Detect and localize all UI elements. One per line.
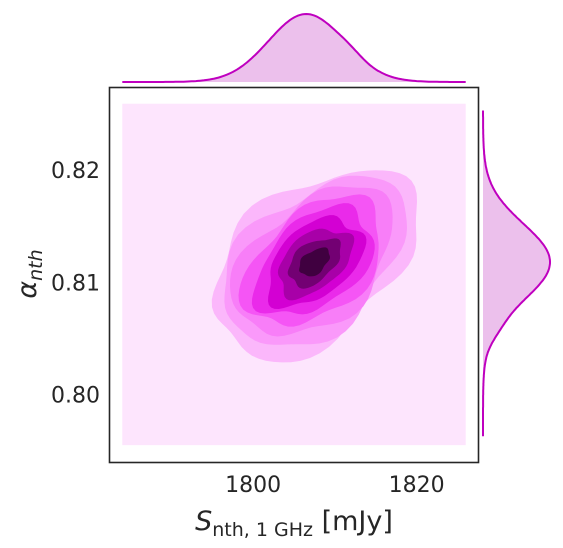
- right-marginal-kde: [482, 110, 551, 437]
- joint-kde-contours: [122, 103, 466, 446]
- x-axis-subscript: nth, 1 GHz: [212, 519, 313, 541]
- x-axis-label: Snth, 1 GHz [mJy]: [195, 506, 393, 541]
- x-tick-labels: 1800 1820: [225, 473, 445, 498]
- x-marginal-line: [122, 12, 466, 83]
- y-axis-symbol: α: [12, 281, 43, 299]
- top-marginal-kde: [122, 12, 466, 83]
- y-tick-label: 0.81: [51, 271, 100, 296]
- x-tick-label: 1820: [389, 473, 445, 498]
- y-marginal-fill: [483, 110, 550, 437]
- y-tick-label: 0.80: [51, 384, 100, 409]
- x-axis-symbol: S: [195, 506, 212, 537]
- y-tick-labels: 0.80 0.81 0.82: [51, 159, 100, 409]
- y-marginal-line: [482, 110, 551, 437]
- axes-frame: [108, 86, 480, 464]
- x-tick-label: 1800: [225, 473, 281, 498]
- x-axis-unit: [mJy]: [313, 506, 393, 537]
- x-marginal-fill: [122, 14, 466, 82]
- y-axis-label: αnth: [12, 249, 47, 298]
- y-axis-subscript: nth: [25, 249, 47, 281]
- kde-level-10: [299, 247, 330, 277]
- y-tick-label: 0.82: [51, 159, 100, 184]
